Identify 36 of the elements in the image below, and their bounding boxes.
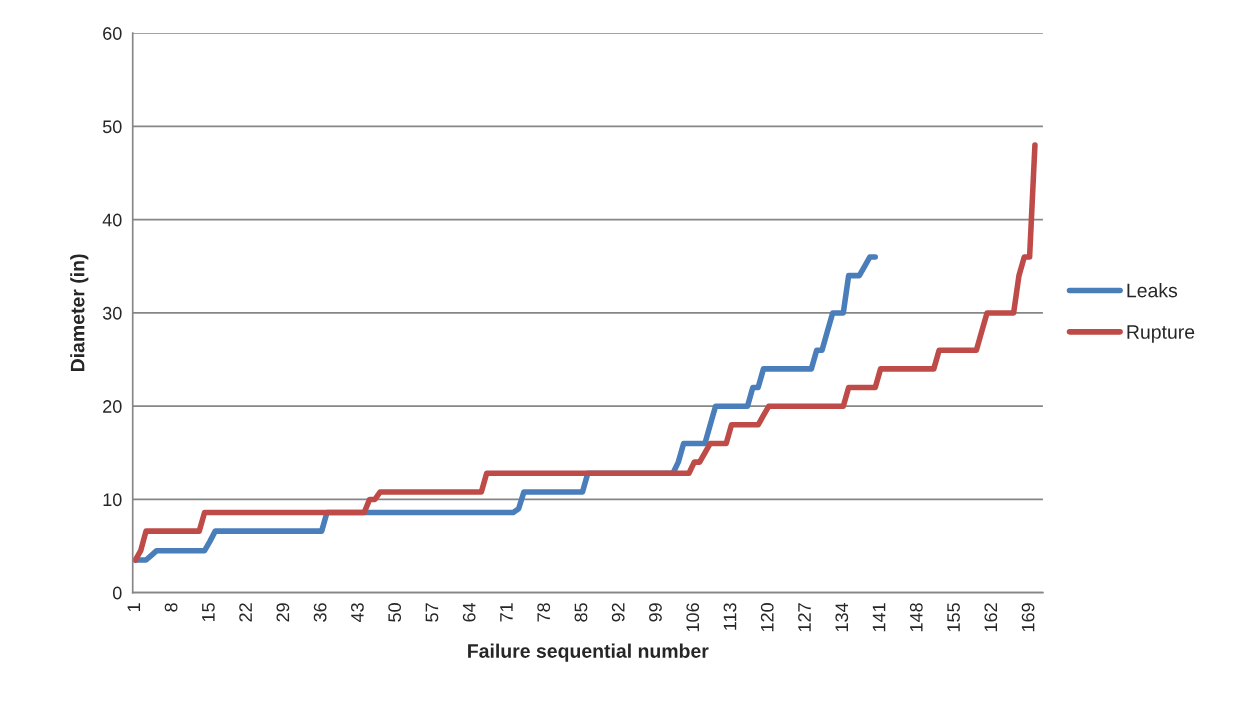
x-tick-label: 113 [723,603,737,630]
x-tick-label: 106 [686,603,700,632]
x-tick-label: 169 [1021,603,1035,632]
legend-label: Leaks [1127,283,1178,298]
x-tick-label: 50 [388,603,402,622]
x-tick-label: 134 [835,602,849,632]
x-tick-label: 148 [909,603,923,632]
x-tick-label: 85 [574,603,588,622]
x-tick-label: 162 [984,603,998,632]
x-tick-label: 22 [239,603,252,622]
x-tick-label: 1 [127,603,141,612]
y-tick-label: 10 [103,493,122,507]
x-tick-label: 71 [500,603,513,622]
x-tick-label: 92 [611,603,625,622]
y-tick-label: 60 [103,27,122,40]
x-tick-label: 8 [164,603,178,612]
y-tick-label: 0 [112,586,122,600]
x-tick-label: 29 [276,603,290,622]
y-tick-label: 30 [102,306,122,320]
x-tick-label: 36 [313,603,327,622]
y-tick-label: 20 [103,400,122,413]
x-tick-label: 78 [537,603,551,622]
y-tick-label: 40 [102,213,122,227]
x-tick-label: 155 [947,603,960,632]
y-axis-title: Diameter (in) [70,254,89,372]
x-tick-label: 141 [872,603,886,632]
x-tick-label: 43 [350,603,364,623]
legend-label: Rupture [1127,325,1195,343]
x-tick-label: 127 [798,603,811,632]
x-axis-title: Failure sequential number [468,643,709,662]
y-tick-label: 50 [102,120,122,134]
x-tick-label: 57 [425,603,439,622]
x-tick-label: 120 [760,603,774,632]
x-tick-label: 99 [649,603,662,622]
x-tick-label: 64 [462,602,476,622]
x-tick-label: 15 [202,603,215,622]
